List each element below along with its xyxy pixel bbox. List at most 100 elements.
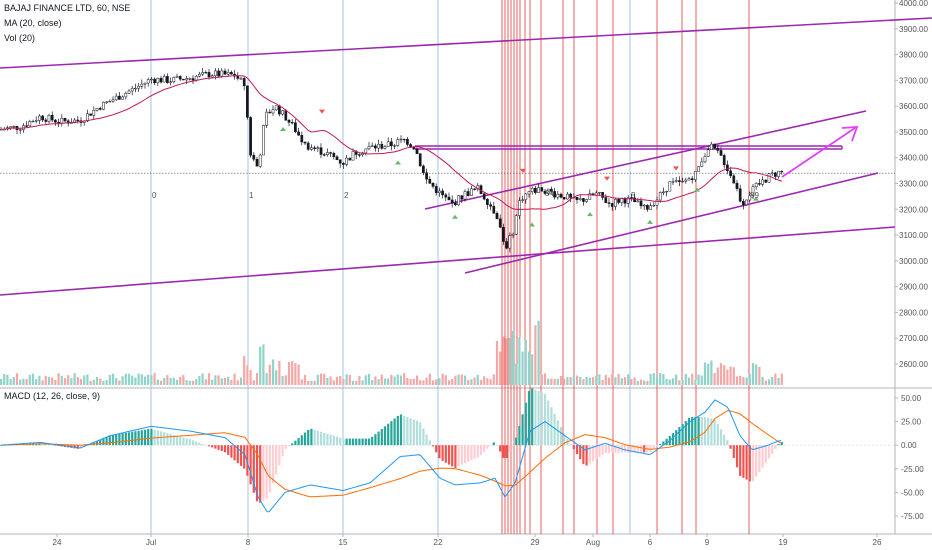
- volume-bar: [185, 380, 188, 385]
- volume-bar: [636, 380, 639, 385]
- volume-bar: [521, 351, 524, 385]
- ma-line: [1, 75, 782, 210]
- macd-histogram-bar: [665, 438, 668, 446]
- volume-bar: [329, 376, 332, 385]
- candle-body: [310, 147, 313, 150]
- candle-body: [482, 193, 486, 200]
- candle-body: [172, 77, 176, 83]
- candle-body: [262, 125, 265, 156]
- upper-channel-line[interactable]: [0, 17, 932, 69]
- macd-histogram-bar: [57, 445, 60, 446]
- candle-body: [98, 108, 102, 110]
- macd-histogram-bar: [451, 445, 454, 467]
- volume-bar: [92, 379, 95, 385]
- volume-bar: [707, 363, 710, 385]
- volume-bar: [124, 373, 127, 385]
- wedge-upper-line[interactable]: [424, 110, 867, 210]
- volume-bar: [764, 380, 767, 385]
- volume-bar: [447, 380, 451, 385]
- macd-histogram-bar: [44, 444, 47, 446]
- macd-histogram-bar: [527, 391, 531, 446]
- volume-bar: [671, 378, 675, 385]
- candle-body: [470, 188, 473, 196]
- candle-body: [92, 110, 96, 116]
- candle-body: [742, 201, 745, 206]
- candle-body: [236, 75, 240, 79]
- macd-histogram-bar: [419, 422, 422, 446]
- macd-histogram-bar: [326, 433, 329, 446]
- macd-histogram-bar: [166, 433, 169, 446]
- macd-histogram-bar: [732, 445, 735, 459]
- volume-bar: [409, 379, 412, 385]
- volume-bar: [687, 377, 691, 385]
- macd-histogram-bar: [262, 445, 265, 501]
- candle-body: [351, 151, 355, 161]
- candle-body: [745, 199, 748, 206]
- candle-body: [191, 78, 195, 81]
- macd-histogram-bar: [479, 445, 483, 456]
- lower-channel-line[interactable]: [0, 226, 896, 296]
- candle-body: [134, 87, 137, 90]
- macd-histogram-bar: [115, 434, 118, 446]
- macd-histogram-bar: [300, 435, 303, 446]
- macd-histogram-bar: [355, 438, 358, 446]
- volume-bar: [572, 375, 575, 385]
- candle-body: [338, 159, 342, 164]
- macd-histogram-bar: [403, 415, 406, 446]
- volume-bar: [454, 375, 457, 385]
- volume-bar: [582, 379, 585, 385]
- price-axis-label: 3900.00: [899, 25, 928, 34]
- volume-bar: [233, 373, 236, 385]
- macd-histogram-bar: [310, 428, 313, 446]
- volume-bar: [719, 363, 723, 385]
- volume-bar: [44, 375, 47, 385]
- volume-bar: [630, 379, 633, 385]
- volume-bar: [12, 377, 15, 385]
- volume-bar: [700, 375, 703, 385]
- candle-body: [537, 187, 540, 193]
- macd-histogram-bar: [508, 445, 511, 452]
- macd-histogram-bar: [54, 445, 57, 446]
- volume-bar: [726, 369, 729, 385]
- wedge-lower-line[interactable]: [464, 172, 879, 274]
- candle-body: [326, 152, 329, 155]
- candle-body: [150, 78, 153, 81]
- volume-bar: [777, 378, 780, 385]
- macd-histogram-bar: [367, 438, 371, 446]
- macd-histogram-bar: [547, 400, 550, 446]
- macd-histogram-bar: [131, 431, 134, 446]
- macd-histogram-bar: [172, 434, 175, 446]
- projection-arrow-shaft[interactable]: [781, 127, 856, 178]
- volume-bar: [390, 374, 393, 385]
- volume-bar: [643, 380, 646, 385]
- macd-histogram-bar: [76, 445, 79, 449]
- candle-body: [402, 138, 406, 141]
- volume-bar: [207, 373, 211, 385]
- candle-body: [681, 180, 684, 183]
- candle-body: [25, 125, 28, 127]
- volume-bar: [383, 378, 387, 385]
- macd-histogram-bar: [307, 429, 310, 446]
- candle-body: [265, 111, 268, 126]
- candle-body: [230, 72, 233, 75]
- macd-histogram-bar: [313, 429, 316, 446]
- candle-body: [511, 233, 515, 236]
- volume-bar: [483, 376, 486, 385]
- candle-body: [31, 120, 35, 123]
- volume-bar: [175, 379, 179, 385]
- candle-body: [210, 75, 214, 78]
- volume-bar: [649, 373, 652, 385]
- macd-histogram-bar: [121, 433, 124, 446]
- candle-body: [604, 197, 608, 203]
- candle-body: [63, 117, 67, 122]
- candle-body: [207, 72, 211, 78]
- macd-histogram-bar: [659, 444, 662, 446]
- volume-bar: [588, 377, 591, 385]
- volume-bar: [473, 377, 476, 385]
- candle-body: [220, 70, 224, 77]
- macd-histogram-bar: [108, 435, 111, 446]
- signal-count-label: 34: [545, 189, 554, 198]
- volume-bar: [246, 365, 249, 385]
- macd-histogram-bar: [473, 445, 476, 459]
